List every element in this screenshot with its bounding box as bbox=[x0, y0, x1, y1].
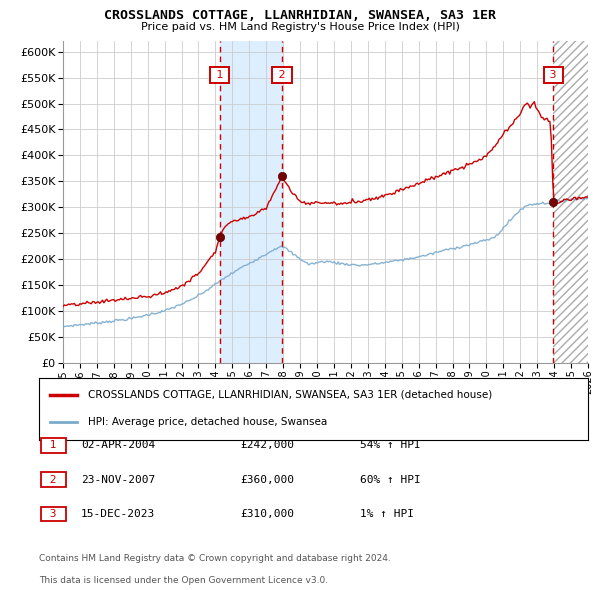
Text: 1: 1 bbox=[212, 70, 227, 80]
Text: Price paid vs. HM Land Registry's House Price Index (HPI): Price paid vs. HM Land Registry's House … bbox=[140, 22, 460, 32]
Text: 1: 1 bbox=[43, 441, 64, 450]
Bar bbox=[553, 41, 588, 363]
Text: This data is licensed under the Open Government Licence v3.0.: This data is licensed under the Open Gov… bbox=[39, 576, 328, 585]
Text: Contains HM Land Registry data © Crown copyright and database right 2024.: Contains HM Land Registry data © Crown c… bbox=[39, 554, 391, 563]
Text: £310,000: £310,000 bbox=[240, 509, 294, 519]
Text: 3: 3 bbox=[547, 70, 560, 80]
Text: 1% ↑ HPI: 1% ↑ HPI bbox=[360, 509, 414, 519]
Text: CROSSLANDS COTTAGE, LLANRHIDIAN, SWANSEA, SA3 1ER (detached house): CROSSLANDS COTTAGE, LLANRHIDIAN, SWANSEA… bbox=[88, 390, 493, 400]
Bar bbox=[553, 41, 588, 363]
Text: 15-DEC-2023: 15-DEC-2023 bbox=[81, 509, 155, 519]
Text: 60% ↑ HPI: 60% ↑ HPI bbox=[360, 475, 421, 484]
Text: HPI: Average price, detached house, Swansea: HPI: Average price, detached house, Swan… bbox=[88, 417, 328, 427]
Text: 02-APR-2004: 02-APR-2004 bbox=[81, 441, 155, 450]
Text: £360,000: £360,000 bbox=[240, 475, 294, 484]
Text: CROSSLANDS COTTAGE, LLANRHIDIAN, SWANSEA, SA3 1ER: CROSSLANDS COTTAGE, LLANRHIDIAN, SWANSEA… bbox=[104, 9, 496, 22]
Text: 2: 2 bbox=[275, 70, 289, 80]
Text: 23-NOV-2007: 23-NOV-2007 bbox=[81, 475, 155, 484]
Text: £242,000: £242,000 bbox=[240, 441, 294, 450]
Text: 3: 3 bbox=[43, 509, 64, 519]
Text: 54% ↑ HPI: 54% ↑ HPI bbox=[360, 441, 421, 450]
Bar bbox=[220, 41, 282, 363]
Text: 2: 2 bbox=[43, 475, 64, 484]
